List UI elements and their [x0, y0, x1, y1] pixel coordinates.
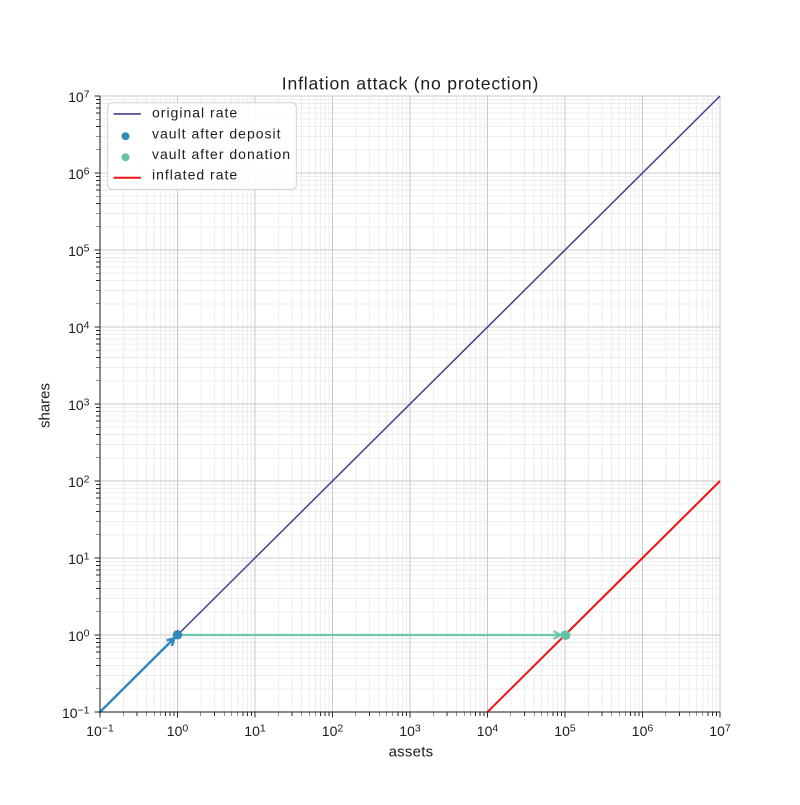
svg-text:assets: assets — [389, 744, 434, 761]
svg-text:shares: shares — [37, 383, 54, 428]
svg-text:vault after donation: vault after donation — [152, 146, 291, 162]
svg-text:Inflation attack (no protectio: Inflation attack (no protection) — [282, 73, 539, 93]
svg-text:vault after deposit: vault after deposit — [152, 125, 282, 141]
svg-text:10−1: 10−1 — [62, 705, 90, 722]
svg-text:original rate: original rate — [152, 105, 238, 121]
svg-text:inflated rate: inflated rate — [152, 166, 238, 182]
